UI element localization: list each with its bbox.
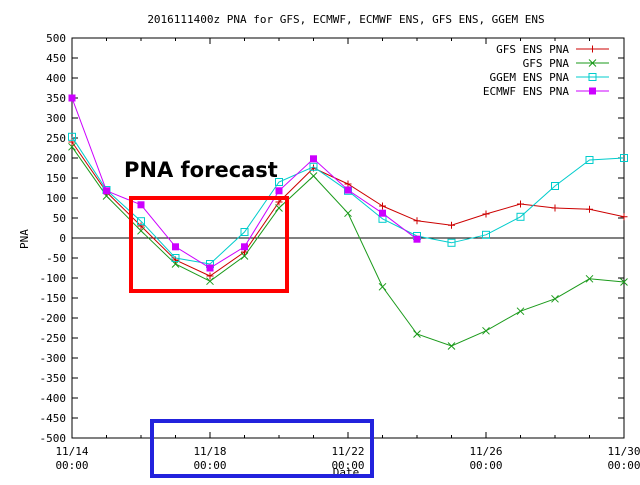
y-tick-label: 150 (46, 172, 66, 185)
data-point (241, 243, 248, 250)
y-tick-label: 500 (46, 32, 66, 45)
x-tick-label: 11/30 (607, 445, 640, 458)
y-tick-label: -400 (40, 392, 67, 405)
data-point (379, 210, 386, 217)
y-tick-label: -500 (40, 432, 67, 445)
y-tick-label: 350 (46, 92, 66, 105)
y-tick-label: 400 (46, 72, 66, 85)
data-point (621, 213, 628, 220)
y-tick-label: 200 (46, 152, 66, 165)
y-tick-label: -200 (40, 312, 67, 325)
data-point (483, 327, 490, 334)
y-tick-label: 100 (46, 192, 66, 205)
data-point (414, 217, 421, 224)
legend-label: ECMWF ENS PNA (483, 85, 569, 98)
y-tick-label: -50 (46, 252, 66, 265)
data-point (414, 331, 421, 338)
data-point (103, 187, 110, 194)
legend-label: GGEM ENS PNA (490, 71, 570, 84)
x-tick-label: 11/22 (331, 445, 364, 458)
x-tick-label: 00:00 (193, 459, 226, 472)
data-point (138, 201, 145, 208)
data-point (448, 343, 455, 350)
chart-title: 2016111400z PNA for GFS, ECMWF, ECMWF EN… (147, 13, 544, 26)
y-tick-label: 450 (46, 52, 66, 65)
x-tick-label: 11/26 (469, 445, 502, 458)
annotation-layer: PNA forecast (124, 158, 372, 476)
data-point (552, 205, 559, 212)
data-point (276, 187, 283, 194)
y-tick-label: 300 (46, 112, 66, 125)
legend-marker (589, 88, 596, 95)
x-tick-label: 11/18 (193, 445, 226, 458)
legend-label: GFS ENS PNA (496, 43, 569, 56)
series-layer (69, 95, 628, 350)
x-tick-label: 00:00 (331, 459, 364, 472)
data-point (517, 201, 524, 208)
data-point (379, 283, 386, 290)
data-point (345, 187, 352, 194)
x-tick-label: 00:00 (469, 459, 502, 472)
data-point (276, 205, 283, 212)
data-point (345, 181, 352, 188)
x-tick-label: 00:00 (607, 459, 640, 472)
series-line (72, 137, 624, 264)
series-line (72, 98, 417, 268)
plot-area (72, 38, 624, 438)
x-tick-label: 11/14 (55, 445, 88, 458)
data-point (345, 210, 352, 217)
pna-forecast-annotation: PNA forecast (124, 158, 278, 182)
data-point (310, 173, 317, 180)
legend-marker (589, 46, 596, 53)
data-point (69, 95, 76, 102)
y-tick-label: -450 (40, 412, 67, 425)
red-highlight-box (131, 198, 287, 291)
series-ggem-ens-pna (69, 133, 628, 267)
x-axis: 11/1400:0011/1800:0011/2200:0011/2600:00… (55, 38, 640, 472)
y-tick-label: 0 (59, 232, 66, 245)
data-point (310, 155, 317, 162)
data-point (448, 222, 455, 229)
data-point (552, 295, 559, 302)
y-axis-label: PNA (18, 229, 31, 249)
data-point (414, 236, 421, 243)
data-point (586, 206, 593, 213)
y-tick-label: 50 (53, 212, 66, 225)
y-tick-label: -300 (40, 352, 67, 365)
data-point (483, 211, 490, 218)
series-ecmwf-ens-pna (69, 95, 421, 272)
y-tick-label: 250 (46, 132, 66, 145)
y-tick-label: -250 (40, 332, 67, 345)
y-tick-label: -100 (40, 272, 67, 285)
data-point (379, 203, 386, 210)
data-point (172, 243, 179, 250)
data-point (517, 308, 524, 315)
y-tick-label: -150 (40, 292, 67, 305)
x-tick-label: 00:00 (55, 459, 88, 472)
data-point (207, 265, 214, 272)
y-tick-label: -350 (40, 372, 67, 385)
legend-label: GFS PNA (523, 57, 570, 70)
